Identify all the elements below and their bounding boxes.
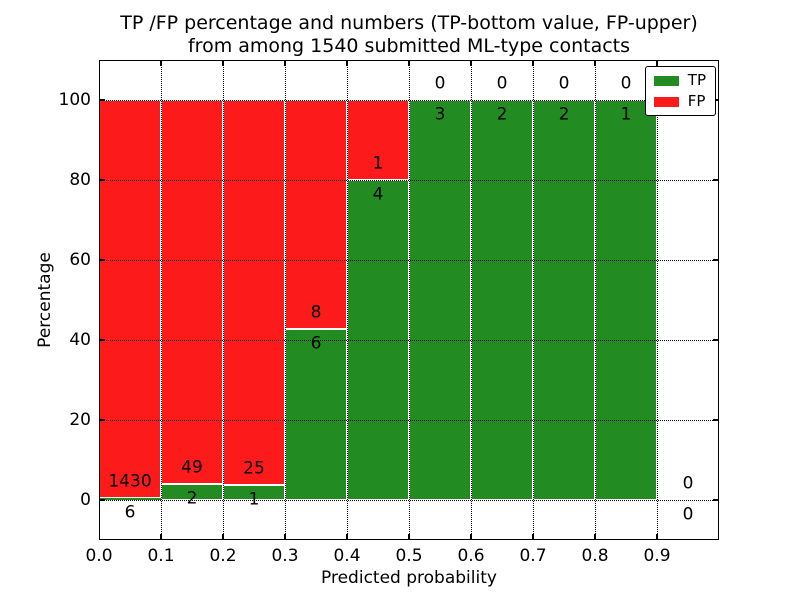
plot-area: TP FP Predicted probability Percentage 1…	[35, 60, 719, 588]
x-tick-label: 0.9	[643, 546, 671, 566]
y-tick	[99, 179, 105, 181]
tp-count-label: 1	[620, 104, 632, 125]
tp-count-label: 2	[186, 488, 198, 509]
tp-count-label: 2	[558, 104, 570, 125]
fp-count-label: 8	[310, 302, 322, 323]
legend-label-tp: TP	[687, 71, 706, 89]
x-axis-label: Predicted probability	[321, 568, 497, 588]
tp-count-label: 6	[310, 333, 322, 354]
legend: TP FP	[644, 66, 716, 116]
fp-bar-segment	[99, 100, 161, 499]
x-tick-top	[160, 60, 162, 66]
y-tick-right	[713, 499, 719, 501]
x-tick-label: 0.7	[519, 546, 547, 566]
x-tick-top	[656, 60, 658, 66]
y-tick-right	[713, 419, 719, 421]
v-gridline	[471, 60, 472, 540]
x-tick	[532, 534, 534, 540]
y-tick-label: 80	[69, 170, 91, 190]
x-tick-label: 0.6	[457, 546, 485, 566]
fp-count-label: 0	[682, 473, 694, 494]
y-tick-label: 100	[58, 90, 91, 110]
y-tick-label: 0	[80, 490, 91, 510]
fp-count-label: 1430	[108, 471, 152, 492]
x-tick-label: 0.3	[271, 546, 299, 566]
fp-count-label: 1	[372, 153, 384, 174]
fp-bar-segment	[347, 100, 409, 180]
tp-count-label: 2	[496, 104, 508, 125]
y-tick	[99, 499, 105, 501]
x-tick	[470, 534, 472, 540]
y-tick-right	[713, 99, 719, 101]
x-tick-top	[470, 60, 472, 66]
x-tick-label: 0.5	[395, 546, 423, 566]
fp-count-label: 25	[243, 458, 265, 479]
y-tick-right	[713, 339, 719, 341]
y-tick-label: 40	[69, 330, 91, 350]
x-tick-label: 0.4	[333, 546, 361, 566]
x-tick-top	[222, 60, 224, 66]
x-tick-top	[594, 60, 596, 66]
tp-count-label: 0	[682, 504, 694, 525]
v-gridline	[223, 60, 224, 540]
y-tick-label: 20	[69, 410, 91, 430]
x-tick-label: 0.8	[581, 546, 609, 566]
v-gridline	[657, 60, 658, 540]
tp-bar-segment	[471, 100, 533, 500]
chart-title: TP /FP percentage and numbers (TP-bottom…	[99, 12, 719, 58]
fp-bar-segment	[161, 100, 223, 485]
fp-count-label: 0	[496, 73, 508, 94]
v-gridline	[161, 60, 162, 540]
x-tick-label: 0.0	[85, 546, 113, 566]
y-tick-right	[713, 179, 719, 181]
x-tick	[408, 534, 410, 540]
v-gridline	[285, 60, 286, 540]
x-tick-label: 0.2	[209, 546, 237, 566]
tp-bar-segment	[285, 328, 347, 500]
v-gridline	[409, 60, 410, 540]
x-tick-top	[532, 60, 534, 66]
legend-swatch-fp-icon	[653, 96, 679, 107]
x-tick-top	[408, 60, 410, 66]
tp-count-label: 6	[124, 502, 136, 523]
chart-title-line-2: from among 1540 submitted ML-type contac…	[187, 35, 631, 57]
legend-item-tp: TP	[653, 71, 706, 89]
x-tick-label: 0.1	[147, 546, 175, 566]
fp-count-label: 49	[181, 457, 203, 478]
x-tick	[222, 534, 224, 540]
fp-count-label: 0	[620, 73, 632, 94]
tp-bar-segment	[99, 498, 161, 500]
tp-count-label: 1	[248, 489, 260, 510]
x-tick	[594, 534, 596, 540]
y-tick	[99, 339, 105, 341]
v-gridline	[595, 60, 596, 540]
fp-count-label: 0	[558, 73, 570, 94]
v-gridline	[533, 60, 534, 540]
tp-count-label: 4	[372, 184, 384, 205]
v-gridline	[347, 60, 348, 540]
y-tick-label: 60	[69, 250, 91, 270]
legend-item-fp: FP	[653, 92, 706, 110]
y-tick	[99, 99, 105, 101]
fp-bar-segment	[285, 100, 347, 329]
x-tick	[284, 534, 286, 540]
tp-bar-segment	[595, 100, 657, 500]
x-tick	[160, 534, 162, 540]
tp-bar-segment	[533, 100, 595, 500]
tp-count-label: 3	[434, 104, 446, 125]
legend-label-fp: FP	[687, 92, 706, 110]
y-tick	[99, 419, 105, 421]
x-tick-top	[346, 60, 348, 66]
x-tick	[346, 534, 348, 540]
tp-bar-segment	[409, 100, 471, 500]
chart-title-line-1: TP /FP percentage and numbers (TP-bottom…	[120, 12, 698, 34]
x-tick	[656, 534, 658, 540]
y-tick	[99, 259, 105, 261]
x-tick-top	[284, 60, 286, 66]
fp-bar-segment	[223, 100, 285, 485]
fp-count-label: 0	[434, 73, 446, 94]
y-tick-right	[713, 259, 719, 261]
legend-swatch-tp-icon	[653, 75, 679, 86]
